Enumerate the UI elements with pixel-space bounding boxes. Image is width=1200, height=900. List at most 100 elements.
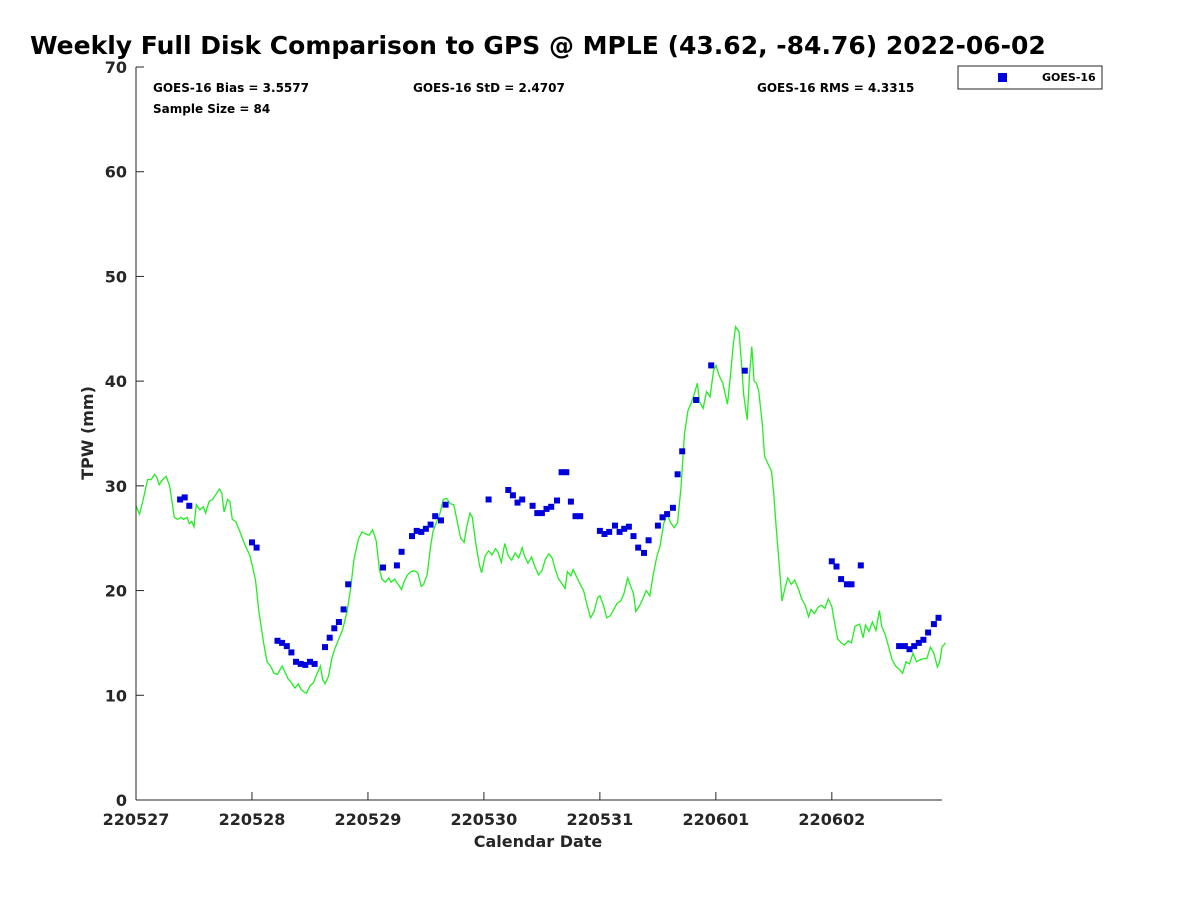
- goes16-point: [529, 502, 536, 509]
- y-axis-label: TPW (mm): [78, 386, 97, 480]
- goes16-point: [630, 533, 637, 540]
- legend-box: [957, 65, 1103, 90]
- goes16-point: [659, 514, 666, 521]
- goes16-point: [438, 517, 444, 524]
- goes16-point: [567, 498, 574, 505]
- goes16-point: [335, 619, 342, 625]
- goes16-point: [911, 643, 918, 650]
- y-tick-label: 50: [105, 267, 127, 286]
- goes16-point: [857, 562, 864, 569]
- goes16-point: [393, 562, 400, 569]
- goes16-point: [519, 496, 526, 503]
- goes16-point: [915, 639, 922, 646]
- goes16-point: [293, 658, 299, 665]
- goes16-point: [340, 606, 347, 613]
- goes16-point: [186, 502, 193, 509]
- stat-sample-size: Sample Size = 84: [153, 102, 270, 116]
- goes16-point: [398, 548, 405, 555]
- x-axis-label: Calendar Date: [474, 832, 603, 851]
- goes16-point: [601, 531, 608, 537]
- x-tick-label: 220601: [682, 810, 749, 829]
- goes16-point: [621, 525, 628, 532]
- goes16-point: [843, 581, 850, 588]
- y-tick-label: 30: [105, 477, 127, 496]
- x-tick-label: 220602: [798, 810, 865, 829]
- gps-series-group: [135, 324, 946, 695]
- goes16-point: [181, 494, 188, 501]
- goes16-point: [596, 527, 603, 534]
- goes16-point: [249, 539, 255, 546]
- y-tick-label: 0: [116, 791, 127, 810]
- goes16-point: [612, 522, 618, 529]
- goes16-point: [322, 644, 328, 651]
- goes16-point: [635, 544, 642, 551]
- goes16-point: [548, 503, 555, 510]
- goes16-point: [828, 558, 835, 565]
- goes16-point: [920, 636, 927, 643]
- goes16-point: [326, 634, 333, 641]
- goes16-point: [896, 643, 903, 650]
- plot-area: [136, 67, 942, 800]
- x-tick-label: 220529: [335, 810, 402, 829]
- goes16-point: [409, 533, 415, 540]
- goes16-point: [838, 576, 845, 583]
- goes16-point: [279, 639, 286, 646]
- goes16-point: [935, 614, 942, 621]
- goes16-point: [554, 497, 560, 504]
- x-tick-label: 220530: [451, 810, 518, 829]
- goes16-point: [274, 637, 281, 644]
- goes16-point: [848, 581, 855, 588]
- goes16-point: [413, 527, 420, 534]
- goes16-point: [288, 649, 295, 656]
- goes16-point: [331, 625, 338, 632]
- goes16-point: [177, 496, 184, 503]
- goes16-point: [380, 564, 386, 571]
- goes16-point: [311, 660, 318, 667]
- y-tick-label: 10: [105, 686, 127, 705]
- goes16-point: [253, 544, 260, 551]
- stat-std: GOES-16 StD = 2.4707: [413, 81, 565, 95]
- x-tick-label: 220531: [566, 810, 633, 829]
- goes16-point: [302, 661, 309, 668]
- goes16-point: [572, 513, 579, 520]
- goes16-point: [616, 528, 623, 535]
- stat-rms: GOES-16 RMS = 4.3315: [757, 81, 914, 95]
- legend-marker-goes16: [998, 73, 1007, 82]
- goes16-point: [901, 643, 908, 650]
- legend: GOES-16: [957, 65, 1103, 90]
- goes16-point: [538, 510, 545, 517]
- goes16-point: [485, 496, 492, 503]
- goes16-point: [906, 646, 913, 653]
- goes16-point: [577, 513, 584, 520]
- y-axis-ticks: 0 10 20 30 40 50 60 70: [105, 58, 144, 810]
- goes16-point: [645, 537, 652, 544]
- x-tick-label: 220527: [103, 810, 170, 829]
- chart-title: Weekly Full Disk Comparison to GPS @ MPL…: [30, 31, 1046, 60]
- goes16-point: [283, 643, 290, 650]
- goes16-point: [654, 522, 661, 529]
- y-tick-label: 60: [105, 163, 127, 182]
- y-tick-label: 70: [105, 58, 127, 77]
- y-tick-label: 40: [105, 372, 127, 391]
- goes16-point: [930, 621, 937, 628]
- goes16-point: [679, 448, 686, 455]
- gps-series-line: [135, 324, 946, 695]
- x-axis-ticks: 220527 220528 220529 220530 220531 220601 2206…: [103, 792, 865, 829]
- goes16-point: [432, 513, 439, 520]
- legend-label-goes16: GOES-16: [1042, 71, 1096, 84]
- goes16-point: [514, 499, 521, 506]
- goes16-point: [625, 523, 632, 530]
- goes16-point: [345, 581, 352, 588]
- goes16-point: [534, 510, 541, 517]
- stat-bias: GOES-16 Bias = 3.5577: [153, 81, 309, 95]
- goes16-point: [708, 362, 715, 369]
- goes16-point: [297, 660, 304, 667]
- goes16-point: [418, 528, 425, 535]
- goes16-point: [693, 397, 700, 403]
- goes16-point: [741, 367, 748, 374]
- y-tick-label: 20: [105, 582, 127, 601]
- goes16-point: [427, 521, 434, 528]
- x-tick-label: 220528: [219, 810, 286, 829]
- goes16-point: [563, 469, 570, 476]
